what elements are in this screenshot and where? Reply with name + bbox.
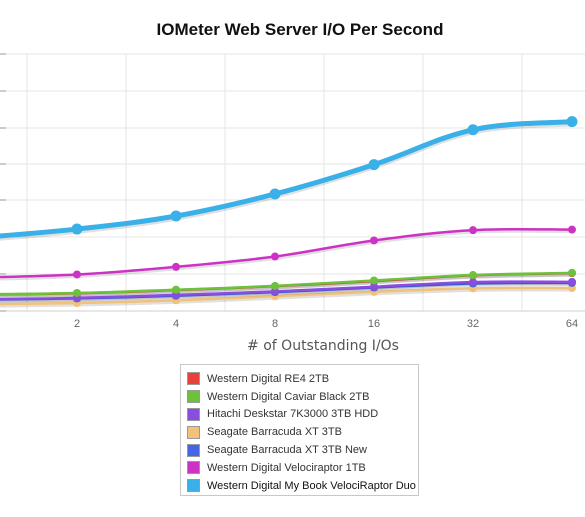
- legend-item[interactable]: Western Digital Caviar Black 2TB: [187, 388, 418, 406]
- data-point[interactable]: [568, 225, 576, 234]
- legend-swatch: [187, 479, 200, 493]
- legend-label: Seagate Barracuda XT 3TB: [207, 426, 342, 439]
- x-tick-label: 8: [272, 318, 278, 330]
- legend: Western Digital RE4 2TB Western Digital C…: [180, 364, 419, 496]
- x-tick-label: 64: [566, 318, 578, 330]
- legend-swatch: [187, 443, 200, 457]
- data-point[interactable]: [566, 116, 578, 128]
- x-tick-label: 2: [74, 318, 80, 330]
- series-group: [0, 116, 578, 241]
- legend-swatch: [187, 372, 200, 386]
- legend-label: Hitachi Deskstar 7K3000 3TB HDD: [207, 408, 379, 421]
- data-point[interactable]: [370, 276, 378, 285]
- data-point[interactable]: [170, 210, 182, 222]
- data-point[interactable]: [73, 288, 81, 297]
- legend-label: Western Digital Caviar Black 2TB: [207, 390, 370, 403]
- x-tick-label: 16: [368, 318, 380, 330]
- data-point[interactable]: [469, 278, 477, 287]
- data-point[interactable]: [172, 262, 180, 271]
- data-point[interactable]: [469, 271, 477, 280]
- data-point[interactable]: [568, 277, 576, 286]
- data-point[interactable]: [73, 270, 81, 279]
- legend-label: Western Digital Velociraptor 1TB: [207, 461, 366, 474]
- data-point[interactable]: [467, 124, 479, 136]
- series-lines: [0, 116, 578, 308]
- data-point[interactable]: [469, 226, 477, 235]
- data-point[interactable]: [271, 281, 279, 290]
- series-line-shadow: [0, 119, 573, 241]
- legend-item[interactable]: Hitachi Deskstar 7K3000 3TB HDD: [187, 406, 418, 424]
- legend-label: Western Digital RE4 2TB: [207, 372, 330, 385]
- x-tick-label: 32: [467, 318, 479, 330]
- legend-label: Seagate Barracuda XT 3TB New: [207, 444, 367, 457]
- data-point[interactable]: [370, 282, 378, 291]
- chart-title: IOMeter Web Server I/O Per Second: [157, 20, 444, 39]
- series-group: [0, 268, 576, 298]
- legend-item[interactable]: Western Digital RE4 2TB: [187, 370, 418, 388]
- x-tick-labels: 2 4 8 16 32 64: [74, 318, 578, 330]
- legend-item[interactable]: Western Digital Velociraptor 1TB: [187, 459, 418, 477]
- series-group: [0, 225, 576, 281]
- legend-item[interactable]: Seagate Barracuda XT 3TB New: [187, 441, 418, 459]
- data-point[interactable]: [568, 268, 576, 277]
- data-point[interactable]: [172, 285, 180, 294]
- data-point[interactable]: [368, 159, 380, 171]
- legend-item[interactable]: Seagate Barracuda XT 3TB: [187, 423, 418, 441]
- legend-swatch: [187, 461, 200, 475]
- x-axis-label: # of Outstanding I/Os: [247, 338, 399, 354]
- data-point[interactable]: [271, 252, 279, 261]
- legend-label: Western Digital My Book VelociRaptor Duo: [207, 479, 416, 492]
- data-point[interactable]: [71, 223, 83, 235]
- legend-swatch: [187, 390, 200, 404]
- legend-swatch: [187, 407, 200, 421]
- legend-item[interactable]: Western Digital My Book VelociRaptor Duo: [187, 477, 418, 495]
- series-line: [0, 119, 575, 239]
- legend-swatch: [187, 425, 200, 439]
- data-point[interactable]: [370, 236, 378, 245]
- gridlines: [0, 53, 585, 312]
- data-point[interactable]: [269, 188, 281, 200]
- series-line: [0, 227, 574, 279]
- x-tick-label: 4: [173, 318, 179, 330]
